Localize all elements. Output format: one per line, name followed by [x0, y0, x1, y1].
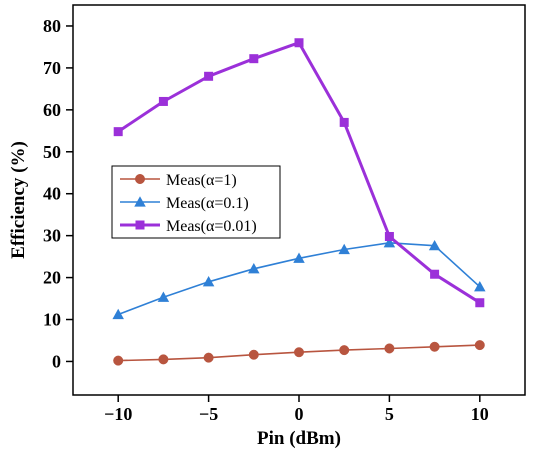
legend-label: Meas(α=0.01) [166, 218, 257, 235]
legend: Meas(α=1) Meas(α=0.1) Meas(α=0.01) [111, 165, 281, 239]
data-point [428, 239, 441, 251]
y-tick-label: 40 [43, 184, 61, 204]
axis-tick-labels: −10 −5 0 5 10 0 10 20 30 40 50 60 70 80 [43, 16, 489, 424]
data-point [294, 347, 304, 358]
data-point [248, 263, 260, 274]
data-point [134, 196, 146, 207]
data-point [204, 71, 214, 81]
axis-ticks [66, 25, 481, 402]
data-point [339, 345, 350, 356]
data-point [474, 281, 486, 292]
x-tick-label: −5 [199, 404, 218, 424]
x-tick-label: 0 [295, 404, 304, 424]
data-point [339, 117, 349, 127]
data-point [135, 174, 145, 184]
y-tick-label: 60 [43, 100, 61, 120]
series-layer [112, 38, 486, 366]
data-point [384, 343, 395, 354]
legend-label: Meas(α=0.1) [166, 195, 249, 212]
y-tick-label: 30 [43, 226, 61, 246]
data-point [203, 352, 214, 363]
data-point [293, 252, 305, 263]
data-point [475, 298, 485, 308]
data-point [157, 291, 170, 302]
x-tick-label: −10 [104, 404, 132, 424]
y-tick-label: 70 [43, 58, 61, 78]
legend-item: Meas(α=0.01) [120, 218, 257, 235]
data-point [113, 127, 123, 137]
y-tick-label: 50 [43, 142, 61, 162]
x-tick-label: 5 [385, 404, 394, 424]
data-point [248, 349, 259, 360]
data-point [294, 38, 304, 48]
legend-item: Meas(α=1) [120, 172, 237, 189]
series [113, 340, 485, 366]
series [113, 38, 485, 308]
y-axis-title: Efficiency (%) [8, 141, 29, 259]
legend-item: Meas(α=0.1) [120, 195, 249, 212]
y-tick-label: 0 [52, 351, 61, 371]
data-point [113, 355, 124, 366]
x-tick-label: 10 [471, 404, 489, 424]
y-tick-label: 20 [43, 268, 61, 288]
data-point [429, 341, 440, 352]
data-point [383, 237, 396, 248]
x-axis-title: Pin (dBm) [257, 428, 341, 449]
data-point [112, 308, 124, 320]
data-point [474, 340, 485, 351]
data-point [135, 220, 145, 230]
data-point [158, 354, 169, 365]
y-tick-label: 10 [43, 310, 61, 330]
legend-label: Meas(α=1) [166, 172, 237, 189]
data-point [249, 54, 259, 64]
data-point [338, 243, 350, 255]
y-tick-label: 80 [43, 16, 61, 36]
data-point [384, 231, 394, 241]
series [112, 237, 486, 320]
data-point [158, 96, 168, 106]
data-point [202, 276, 215, 287]
data-point [430, 269, 440, 279]
